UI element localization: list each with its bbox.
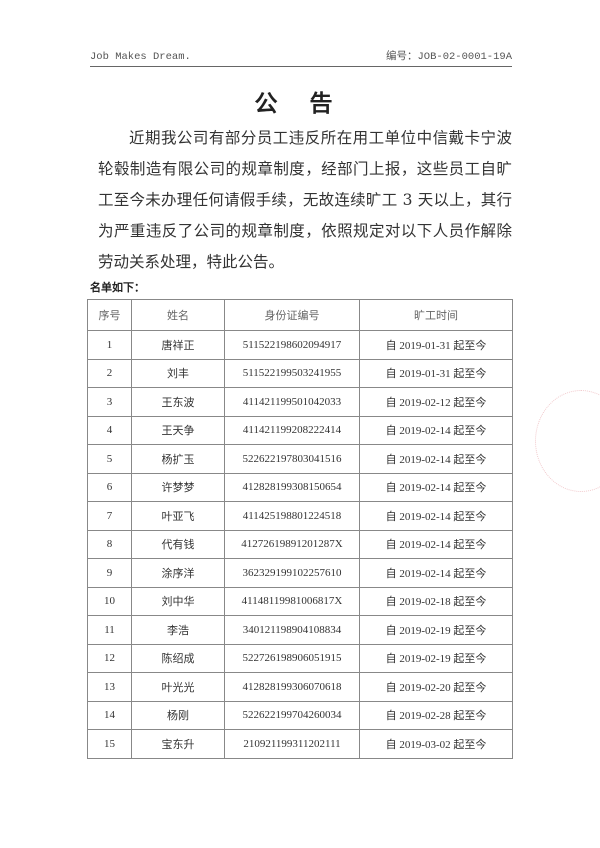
- row-number: 4: [87, 415, 132, 445]
- id-number: 411421199208222414: [224, 415, 360, 445]
- row-number: 5: [87, 444, 132, 474]
- table-row: 13 叶光光 412828199306070618 自 2019-02-20 起至今: [87, 672, 513, 702]
- table-row: 9 涂序洋 362329199102257610 自 2019-02-14 起至今: [87, 558, 513, 588]
- list-label: 名单如下：: [90, 281, 145, 294]
- id-number: 412828199306070618: [224, 672, 360, 702]
- absence-period: 自 2019-02-28 起至今: [359, 700, 513, 730]
- page-header: Job Makes Dream. 编号：JOB-02-0001-19A: [90, 50, 512, 67]
- absence-period: 自 2019-01-31 起至今: [359, 358, 513, 388]
- table-row: 4 王天争 411421199208222414 自 2019-02-14 起至今: [87, 415, 513, 445]
- absence-period: 自 2019-02-14 起至今: [359, 558, 513, 588]
- column-header: 序号: [87, 299, 132, 331]
- row-number: 3: [87, 387, 132, 417]
- absence-period: 自 2019-02-14 起至今: [359, 444, 513, 474]
- column-header: 身份证编号: [224, 299, 360, 331]
- id-number: 412828199308150654: [224, 472, 360, 502]
- announcement-body: 近期我公司有部分员工违反所在用工单位中信戴卡宁波轮毂制造有限公司的规章制度，经部…: [98, 129, 512, 271]
- header-slogan: Job Makes Dream.: [90, 51, 191, 63]
- absence-period: 自 2019-02-19 起至今: [359, 643, 513, 673]
- document-number: 编号：JOB-02-0001-19A: [385, 51, 512, 63]
- absence-period: 自 2019-02-14 起至今: [359, 472, 513, 502]
- employee-name: 刘中华: [131, 586, 225, 616]
- id-number: 362329199102257610: [224, 558, 360, 588]
- table-row: 2 刘丰 511522199503241955 自 2019-01-31 起至今: [87, 358, 513, 388]
- employee-name: 涂序洋: [131, 558, 225, 588]
- id-number: 210921199311202111: [224, 729, 360, 759]
- employee-table: 序号 姓名 身份证编号 旷工时间 1 唐祥正 511522198602094917 自 20…: [87, 299, 513, 759]
- table-row: 10 刘中华 41148119981006817X 自 2019-02-18 起至今: [87, 586, 513, 616]
- table-row: 6 许梦梦 412828199308150654 自 2019-02-14 起至今: [87, 472, 513, 502]
- table-row: 14 杨刚 522622199704260034 自 2019-02-28 起至今: [87, 700, 513, 730]
- employee-name: 叶光光: [131, 672, 225, 702]
- absence-period: 自 2019-02-12 起至今: [359, 387, 513, 417]
- id-number: 340121198904108834: [224, 615, 360, 645]
- table-header: 序号 姓名 身份证编号 旷工时间: [87, 299, 513, 331]
- id-number: 41148119981006817X: [224, 586, 360, 616]
- employee-name: 杨刚: [131, 700, 225, 730]
- id-number: 522622197803041516: [224, 444, 360, 474]
- employee-name: 刘丰: [131, 358, 225, 388]
- employee-name: 唐祥正: [131, 330, 225, 360]
- row-number: 1: [87, 330, 132, 360]
- document-page: Job Makes Dream. 编号：JOB-02-0001-19A 公 告 …: [87, 0, 513, 759]
- employee-name: 王东波: [131, 387, 225, 417]
- absence-period: 自 2019-02-19 起至今: [359, 615, 513, 645]
- employee-name: 陈绍成: [131, 643, 225, 673]
- absence-period: 自 2019-02-14 起至今: [359, 415, 513, 445]
- id-number: 511522199503241955: [224, 358, 360, 388]
- employee-name: 宝东升: [131, 729, 225, 759]
- employee-name: 代有钱: [131, 529, 225, 559]
- table-row: 8 代有钱 41272619891201287X 自 2019-02-14 起至今: [87, 529, 513, 559]
- row-number: 11: [87, 615, 132, 645]
- table-row: 12 陈绍成 522726198906051915 自 2019-02-19 起至今: [87, 643, 513, 673]
- employee-name: 李浩: [131, 615, 225, 645]
- employee-name: 杨扩玉: [131, 444, 225, 474]
- id-number: 411421199501042033: [224, 387, 360, 417]
- document-title: 公 告: [254, 91, 345, 117]
- table-row: 11 李浩 340121198904108834 自 2019-02-19 起至今: [87, 615, 513, 645]
- row-number: 9: [87, 558, 132, 588]
- table-row: 5 杨扩玉 522622197803041516 自 2019-02-14 起至今: [87, 444, 513, 474]
- employee-name: 许梦梦: [131, 472, 225, 502]
- row-number: 7: [87, 501, 132, 531]
- id-number: 522726198906051915: [224, 643, 360, 673]
- table-row: 7 叶亚飞 411425198801224518 自 2019-02-14 起至今: [87, 501, 513, 531]
- id-number: 522622199704260034: [224, 700, 360, 730]
- row-number: 10: [87, 586, 132, 616]
- absence-period: 自 2019-02-14 起至今: [359, 501, 513, 531]
- absence-period: 自 2019-02-14 起至今: [359, 529, 513, 559]
- row-number: 15: [87, 729, 132, 759]
- absence-period: 自 2019-01-31 起至今: [359, 330, 513, 360]
- id-number: 41272619891201287X: [224, 529, 360, 559]
- table-row: 15 宝东升 210921199311202111 自 2019-03-02 起至今: [87, 729, 513, 759]
- row-number: 14: [87, 700, 132, 730]
- absence-period: 自 2019-02-18 起至今: [359, 586, 513, 616]
- row-number: 6: [87, 472, 132, 502]
- employee-name: 叶亚飞: [131, 501, 225, 531]
- row-number: 12: [87, 643, 132, 673]
- id-number: 411425198801224518: [224, 501, 360, 531]
- row-number: 2: [87, 358, 132, 388]
- row-number: 8: [87, 529, 132, 559]
- id-number: 511522198602094917: [224, 330, 360, 360]
- absence-period: 自 2019-03-02 起至今: [359, 729, 513, 759]
- faint-seal-stamp: [535, 390, 600, 492]
- row-number: 13: [87, 672, 132, 702]
- table-row: 3 王东波 411421199501042033 自 2019-02-12 起至今: [87, 387, 513, 417]
- column-header: 旷工时间: [359, 299, 513, 331]
- absence-period: 自 2019-02-20 起至今: [359, 672, 513, 702]
- employee-name: 王天争: [131, 415, 225, 445]
- column-header: 姓名: [131, 299, 225, 331]
- table-row: 1 唐祥正 511522198602094917 自 2019-01-31 起至今: [87, 330, 513, 360]
